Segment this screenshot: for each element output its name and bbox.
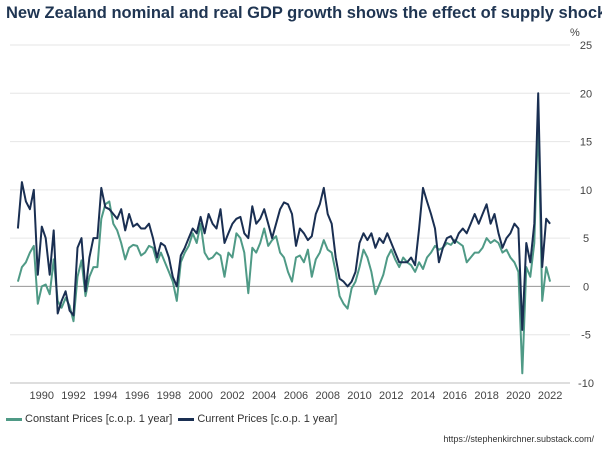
x-tick-label: 2006 <box>284 390 308 402</box>
y-tick-label: 20 <box>580 88 592 100</box>
y-axis-unit-label: % <box>570 27 580 39</box>
series-lines <box>16 92 552 375</box>
legend: Constant Prices [c.o.p. 1 year] Current … <box>6 413 343 425</box>
y-tick-label: 5 <box>583 233 589 245</box>
legend-item-current: Current Prices [c.o.p. 1 year] <box>178 413 337 425</box>
legend-label-constant: Constant Prices [c.o.p. 1 year] <box>25 413 173 425</box>
legend-swatch-current <box>178 417 195 421</box>
x-tick-label: 2004 <box>252 390 276 402</box>
x-tick-label: 2000 <box>188 390 212 402</box>
chart-title: New Zealand nominal and real GDP growth … <box>6 4 602 22</box>
x-axis-ticks: 1990 1992 1994 1996 1998 2000 2002 2004 2006 2008… <box>30 390 563 402</box>
x-tick-label: 2010 <box>347 390 371 402</box>
legend-item-constant: Constant Prices [c.o.p. 1 year] <box>6 413 172 425</box>
y-tick-label: -5 <box>581 330 591 342</box>
y-tick-label: -10 <box>578 378 594 390</box>
x-tick-label: 1998 <box>157 390 181 402</box>
series-line-current-prices <box>16 92 551 331</box>
y-tick-label: 15 <box>580 137 592 149</box>
x-tick-label: 2002 <box>220 390 244 402</box>
legend-swatch-constant <box>6 417 22 421</box>
x-tick-label: 2012 <box>379 390 403 402</box>
x-tick-label: 2022 <box>538 390 562 402</box>
y-tick-label: 25 <box>580 40 592 52</box>
x-tick-label: 1996 <box>125 390 149 402</box>
x-tick-label: 2018 <box>474 390 498 402</box>
y-tick-label: 0 <box>583 281 589 293</box>
gridlines <box>10 44 570 384</box>
y-axis-ticks: -10 -5 0 5 10 15 20 25 <box>578 40 594 390</box>
source-url: https://stephenkirchner.substack.com/ <box>443 434 594 444</box>
x-tick-label: 1994 <box>93 390 117 402</box>
legend-label-current: Current Prices [c.o.p. 1 year] <box>197 413 338 425</box>
x-tick-label: 2016 <box>443 390 467 402</box>
x-tick-label: 1990 <box>30 390 54 402</box>
x-tick-label: 1992 <box>61 390 85 402</box>
y-tick-label: 10 <box>580 185 592 197</box>
x-tick-label: 2008 <box>315 390 339 402</box>
x-tick-label: 2020 <box>506 390 530 402</box>
x-tick-label: 2014 <box>411 390 435 402</box>
series-line-constant-prices <box>16 116 552 375</box>
